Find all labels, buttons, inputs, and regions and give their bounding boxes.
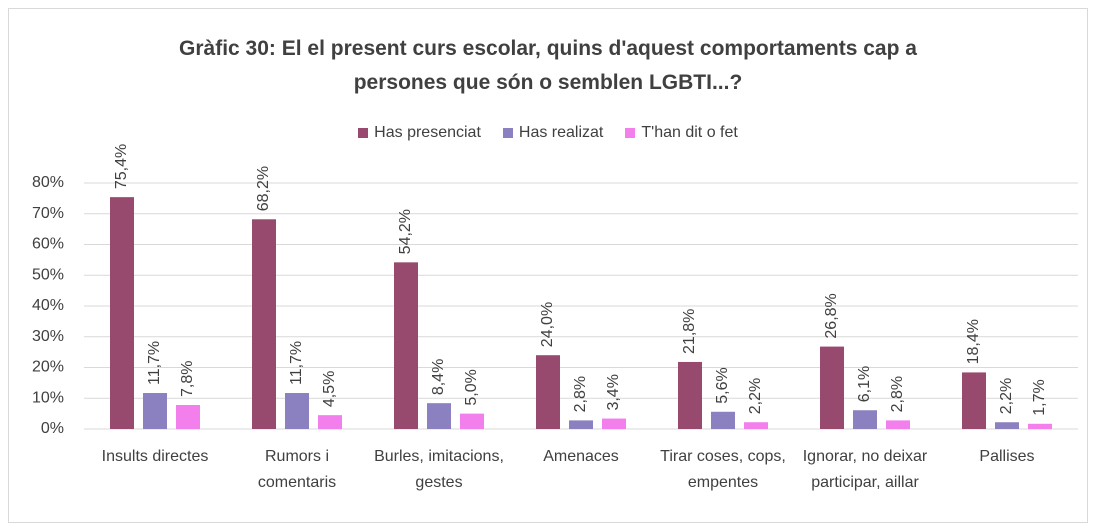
bar [678, 361, 702, 429]
bar [318, 415, 342, 429]
value-label: 24,0% [539, 302, 556, 347]
value-label: 21,8% [681, 309, 698, 354]
y-tick-label: 0% [41, 420, 64, 437]
value-label: 1,7% [1031, 379, 1048, 415]
value-label: 8,4% [430, 359, 447, 395]
value-label: 3,4% [605, 374, 622, 410]
bar [427, 403, 451, 429]
legend-label: Has realizat [518, 124, 604, 141]
bar [394, 262, 418, 429]
chart-title: Gràfic 30: El el present curs escolar, q… [179, 37, 917, 94]
bar [536, 355, 560, 429]
bar [962, 372, 986, 429]
value-label: 5,6% [714, 367, 731, 403]
legend-swatch [625, 128, 636, 138]
bar [176, 405, 200, 429]
bar [711, 411, 735, 429]
y-tick-label: 60% [32, 236, 64, 253]
value-label: 11,7% [288, 341, 305, 385]
bar [285, 393, 309, 429]
x-tick-label: Ignorar, no deixar participar, aillar [802, 448, 928, 491]
value-label: 26,8% [823, 293, 840, 338]
y-tick-label: 20% [32, 359, 64, 376]
legend-item: Has realizat [502, 124, 604, 142]
bar [1028, 423, 1052, 429]
legend-item: T'han dit o fet [625, 124, 738, 142]
legend-label: Has presenciat [374, 124, 481, 141]
x-tick-label: Amenaces [543, 448, 619, 465]
value-label: 11,7% [146, 341, 163, 385]
y-tick-label: 30% [32, 328, 64, 345]
bar [820, 346, 844, 429]
value-label: 75,4% [113, 144, 130, 189]
value-label: 7,8% [179, 361, 196, 397]
legend-item: Has presenciat [358, 124, 481, 142]
bar [110, 197, 134, 429]
y-tick-label: 80% [32, 174, 64, 191]
value-label: 18,4% [965, 319, 982, 364]
legend-swatch [502, 128, 513, 138]
value-label: 68,2% [255, 166, 272, 211]
y-tick-label: 70% [32, 205, 64, 222]
chart-border [8, 8, 1088, 523]
value-label: 54,2% [397, 209, 414, 254]
legend: Has presenciat Has realizat T'han dit o fe… [0, 124, 1096, 142]
bar [853, 410, 877, 429]
x-tick-label: Rumors i comentaris [257, 448, 337, 491]
bar [744, 422, 768, 429]
value-label: 6,1% [856, 366, 873, 402]
bar [460, 413, 484, 429]
bar [143, 393, 167, 429]
bar [252, 219, 276, 429]
value-label: 2,2% [747, 378, 764, 414]
bar [569, 420, 593, 429]
x-tick-label: Tirar coses, cops, empentes [660, 448, 786, 491]
y-tick-label: 40% [32, 297, 64, 314]
legend-label: T'han dit o fet [641, 124, 738, 141]
value-label: 4,5% [321, 371, 338, 407]
value-label: 5,0% [463, 369, 480, 405]
bar [886, 420, 910, 429]
value-label: 2,8% [572, 376, 589, 412]
x-tick-label: Insults directes [101, 448, 209, 465]
legend-swatch [358, 128, 369, 138]
bar [602, 418, 626, 429]
x-tick-label: Burles, imitacions, gestes [374, 448, 504, 491]
bar [995, 422, 1019, 429]
value-label: 2,8% [889, 376, 906, 412]
value-label: 2,2% [998, 378, 1015, 414]
y-tick-label: 50% [32, 266, 64, 283]
y-tick-label: 10% [32, 389, 64, 406]
x-tick-label: Pallises [979, 448, 1035, 465]
